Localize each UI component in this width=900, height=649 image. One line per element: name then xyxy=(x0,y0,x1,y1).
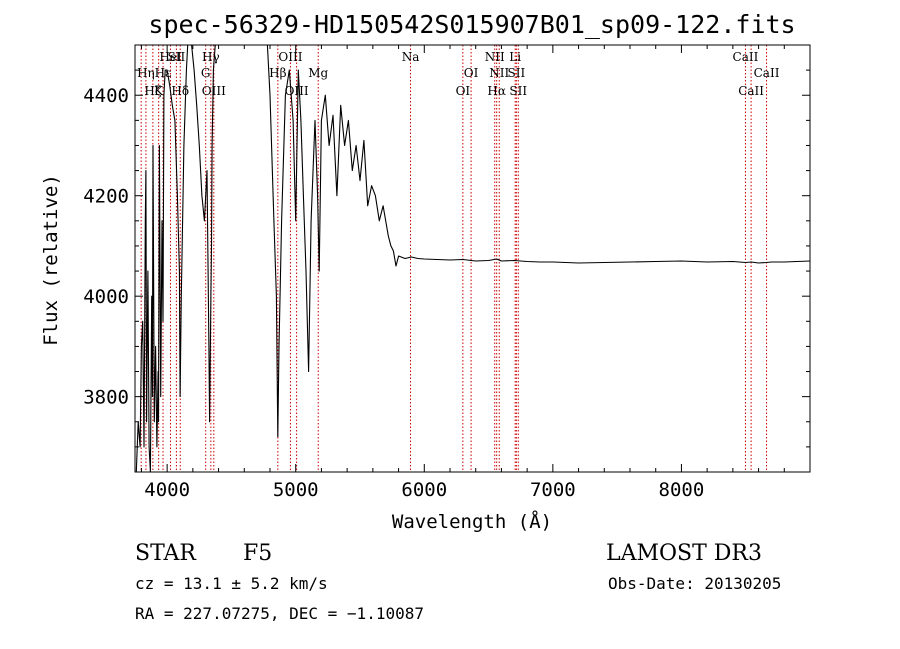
line-marker-label-17: OI xyxy=(464,66,479,80)
line-marker-label-22: SII xyxy=(507,66,525,80)
spectral-line-markers xyxy=(140,45,768,472)
line-marker-label-15: Na xyxy=(402,50,420,64)
x-tick-label: 5000 xyxy=(273,479,319,501)
x-axis-label: Wavelength (Å) xyxy=(392,510,552,533)
line-marker-label-13: OIII xyxy=(285,84,309,98)
line-marker-label-2: Hζ xyxy=(144,84,161,98)
line-marker-label-20: NII xyxy=(489,66,509,80)
obs-date: Obs-Date: 20130205 xyxy=(608,574,781,593)
line-marker-label-8: G xyxy=(201,66,211,80)
coordinates: RA = 227.07275, DEC = −1.10087 xyxy=(135,604,424,623)
line-marker-label-5: HeI xyxy=(159,50,182,64)
line-marker-label-7: Hδ xyxy=(171,84,189,98)
line-marker-label-24: CaII xyxy=(733,50,759,64)
y-axis-label: Flux (relative) xyxy=(40,174,62,346)
line-marker-label-18: NII xyxy=(485,50,505,64)
object-type: STAR xyxy=(135,541,197,566)
line-marker-label-9: Hγ xyxy=(202,50,220,64)
line-marker-label-26: CaII xyxy=(754,66,780,80)
plot-frame xyxy=(134,44,811,473)
y-tick-label: 4000 xyxy=(83,286,129,308)
line-marker-label-1: Hη xyxy=(137,66,155,80)
x-tick-label: 7000 xyxy=(530,479,576,501)
y-axis: 3800 4000 4200 4400 xyxy=(83,44,810,473)
survey-name: LAMOST DR3 xyxy=(606,541,762,566)
x-axis: 4000 5000 6000 7000 8000 xyxy=(140,45,811,501)
line-marker-label-12: OIII xyxy=(278,50,302,64)
line-marker-label-21: Li xyxy=(509,50,521,64)
line-marker-label-14: Mg xyxy=(308,66,328,80)
line-marker-label-23: SII xyxy=(509,84,527,98)
line-marker-label-25: CaII xyxy=(738,84,764,98)
spectral-line-labels: HηHζKHεHeISIIHδGHγOIIIHβOIIIOIIIMgNaOIOI… xyxy=(137,50,780,98)
line-marker-label-16: OI xyxy=(456,84,471,98)
line-marker-label-6: SII xyxy=(168,50,186,64)
series-layer xyxy=(135,45,810,472)
subclass: F5 xyxy=(243,541,272,566)
x-tick-label: 6000 xyxy=(401,479,447,501)
chart-title: spec-56329-HD150542S015907B01_sp09-122.f… xyxy=(148,10,795,39)
line-marker-label-4: Hε xyxy=(155,66,172,80)
y-tick-label: 4200 xyxy=(83,186,129,208)
line-marker-label-3: K xyxy=(154,84,164,98)
y-tick-label: 3800 xyxy=(83,387,129,409)
x-tick-label: 4000 xyxy=(144,479,190,501)
line-marker-label-19: Hα xyxy=(487,84,506,98)
spectrum-series-0 xyxy=(135,45,810,472)
y-tick-label: 4400 xyxy=(83,85,129,107)
redshift-info: cz = 13.1 ± 5.2 km/s xyxy=(135,574,328,593)
line-marker-label-11: Hβ xyxy=(269,66,286,80)
x-tick-label: 8000 xyxy=(659,479,705,501)
line-marker-label-10: OIII xyxy=(202,84,226,98)
